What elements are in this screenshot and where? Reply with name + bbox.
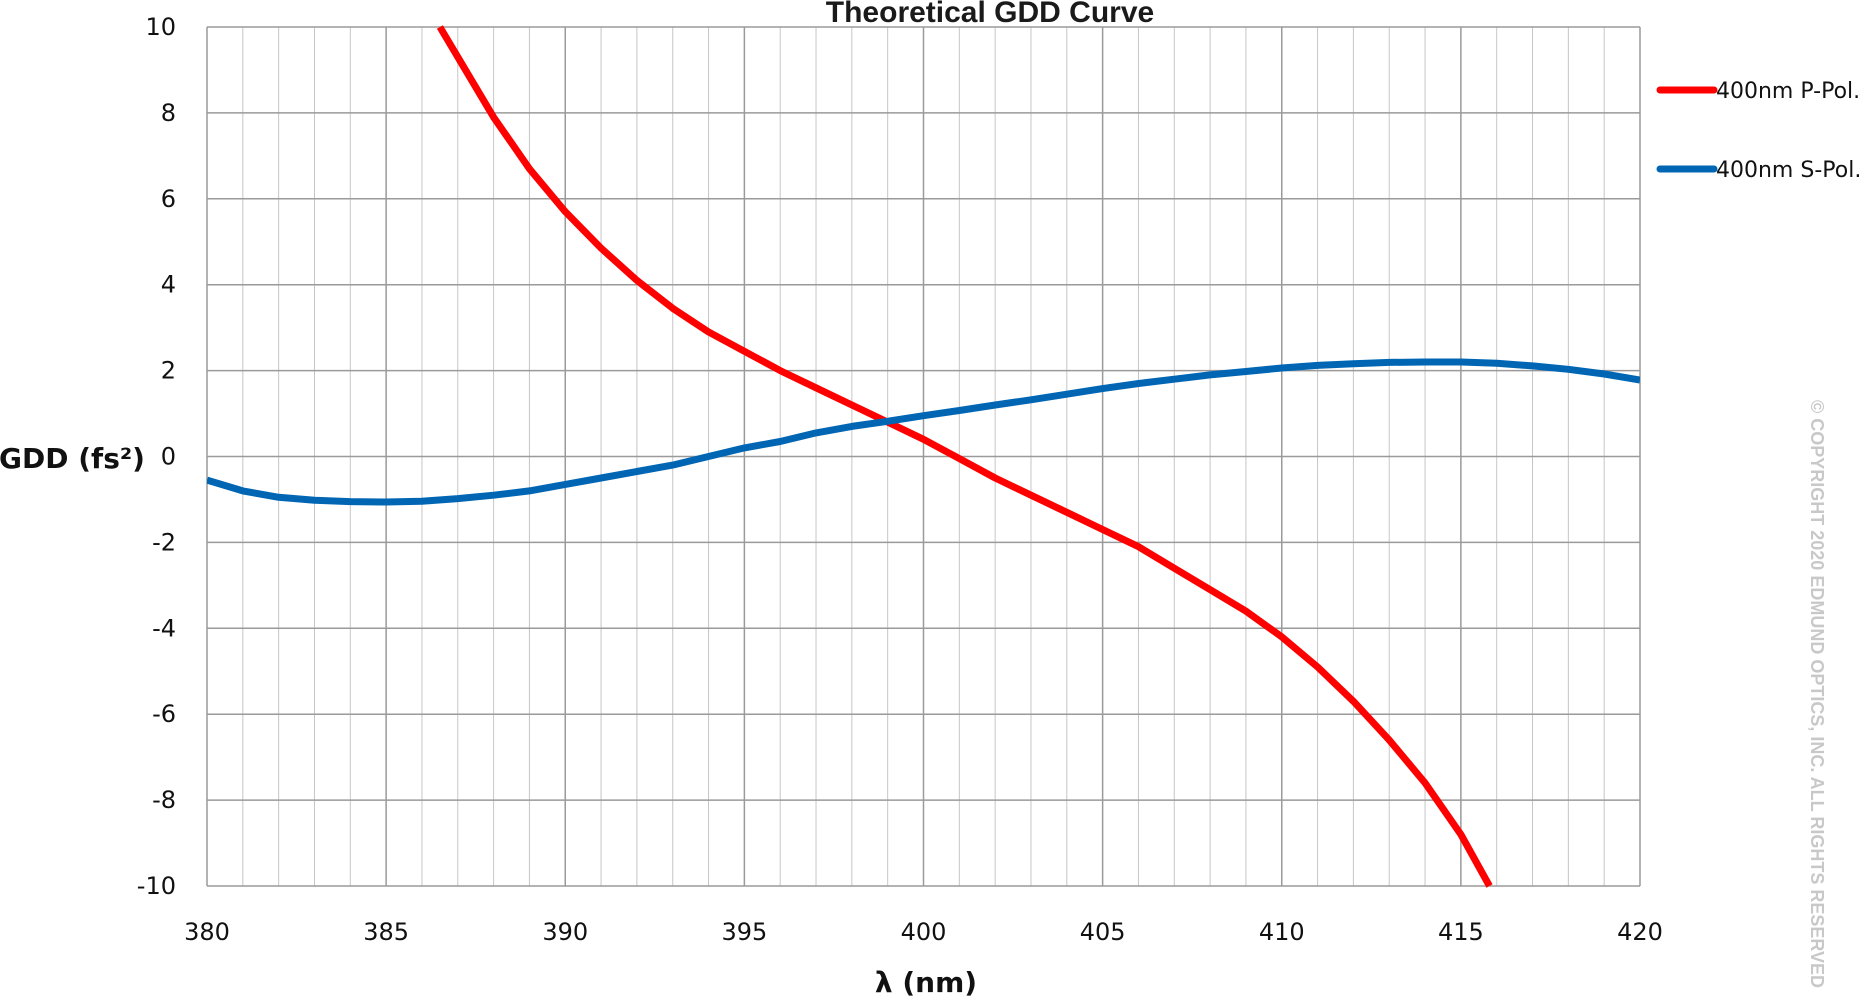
legend-label: 400nm P-Pol. [1716, 79, 1860, 104]
x-tick-label: 415 [1438, 918, 1484, 946]
series-layer [207, 25, 1640, 888]
x-tick-labels: 380 385 390 395 400 405 410 415 420 [184, 918, 1663, 946]
x-tick-label: 405 [1080, 918, 1126, 946]
series-line-s-pol [207, 358, 1640, 506]
series-line-p-pol [436, 25, 1493, 888]
x-tick-label: 385 [363, 918, 409, 946]
y-tick-label: 10 [145, 13, 176, 41]
y-tick-labels: 10 8 6 4 2 0 -2 -4 -6 -8 -10 [137, 13, 176, 900]
x-axis-title: λ (nm) [875, 966, 977, 999]
x-tick-label: 390 [542, 918, 588, 946]
y-tick-label: -6 [152, 700, 176, 728]
y-tick-label: -8 [152, 786, 176, 814]
plot-grid [206, 26, 1641, 887]
x-tick-label: 400 [901, 918, 947, 946]
y-tick-label: 2 [161, 357, 176, 385]
legend-label: 400nm S-Pol. [1716, 158, 1860, 183]
y-tick-label: -2 [152, 528, 176, 556]
y-tick-label: 0 [161, 443, 176, 471]
copyright-watermark: © COPYRIGHT 2020 EDMUND OPTICS, INC. ALL… [1807, 400, 1827, 988]
x-tick-label: 410 [1259, 918, 1305, 946]
legend: 400nm P-Pol. 400nm S-Pol. [1656, 79, 1860, 183]
y-axis-title: GDD (fs²) [0, 442, 145, 475]
y-tick-label: -10 [137, 872, 176, 900]
y-tick-label: 4 [161, 271, 176, 299]
y-tick-label: -4 [152, 614, 176, 642]
chart-title: Theoretical GDD Curve [826, 0, 1154, 29]
x-tick-label: 395 [721, 918, 767, 946]
y-tick-label: 8 [161, 99, 176, 127]
x-tick-label: 420 [1617, 918, 1663, 946]
x-tick-label: 380 [184, 918, 230, 946]
y-tick-label: 6 [161, 185, 176, 213]
